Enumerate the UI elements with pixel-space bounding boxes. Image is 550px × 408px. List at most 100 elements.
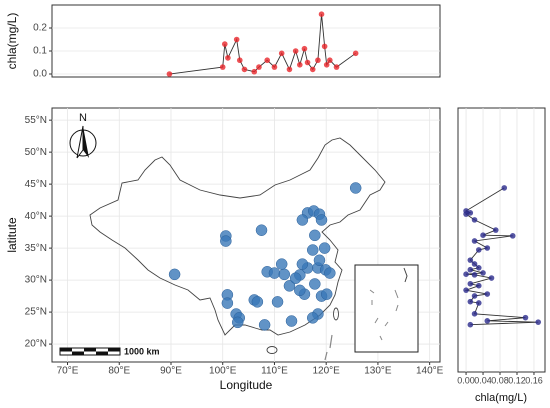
point: [296, 258, 309, 270]
point: [484, 245, 491, 251]
x-tick-label: 120°E: [313, 366, 341, 377]
top-panel: [51, 4, 441, 78]
point: [278, 268, 291, 281]
point: [285, 315, 298, 327]
point: [286, 66, 293, 73]
point: [309, 66, 316, 73]
point: [475, 265, 482, 271]
point: [275, 258, 288, 270]
point: [333, 64, 340, 70]
point: [467, 280, 474, 287]
point: [220, 235, 232, 247]
point: [256, 64, 262, 70]
point: [304, 59, 311, 66]
point: [484, 291, 491, 297]
north-needle-light: [76, 125, 84, 159]
scale-label: 1000 km: [124, 346, 160, 356]
inset-box: [354, 264, 419, 353]
north-label: N: [79, 112, 87, 124]
point: [271, 64, 278, 70]
point: [467, 298, 474, 305]
point: [309, 229, 321, 242]
y-tick-label: 0.0: [33, 69, 47, 80]
point: [313, 254, 326, 267]
point: [264, 57, 271, 64]
y-axis-title: latitute: [5, 217, 19, 253]
point: [219, 64, 226, 70]
x-tick-label: 0.16: [525, 375, 543, 385]
inset-coast: [403, 267, 408, 283]
point: [463, 271, 469, 277]
point: [492, 227, 499, 233]
point: [475, 300, 482, 306]
map-layer: N 1000 km: [59, 112, 419, 361]
x-axis-title: chla(mg/L): [475, 392, 527, 404]
point: [315, 57, 321, 64]
point: [241, 66, 248, 73]
point: [296, 214, 309, 226]
point: [467, 266, 474, 273]
point: [349, 182, 362, 194]
scale-seg: [96, 351, 108, 355]
point: [306, 312, 319, 324]
y-tick-label: 55°N: [25, 115, 47, 126]
point: [168, 268, 181, 281]
point: [233, 36, 240, 43]
north-needle: [83, 126, 89, 158]
scale-seg: [72, 351, 84, 355]
x-tick-label: 0.08: [491, 375, 509, 385]
point: [221, 41, 228, 47]
point: [166, 71, 173, 77]
scale-seg: [108, 348, 120, 352]
marks-layer: [166, 11, 542, 331]
point: [535, 319, 542, 325]
point: [236, 57, 243, 64]
point: [323, 62, 330, 68]
point: [251, 296, 264, 308]
point: [471, 311, 478, 317]
right-panel: [457, 107, 546, 373]
china-outline: [89, 137, 386, 336]
x-tick-label: 80°E: [108, 366, 130, 377]
point: [271, 296, 284, 308]
point: [522, 314, 529, 321]
y-tick-label: 30°N: [25, 275, 47, 286]
hainan: [266, 346, 278, 354]
y-axis-title: chla(mg/L): [5, 13, 19, 70]
x-tick-label: 0.00: [457, 375, 475, 385]
north-arrow: N: [69, 112, 97, 159]
inset-islands: [369, 289, 399, 341]
point: [306, 244, 319, 256]
x-tick-label: 70°E: [57, 366, 79, 377]
scale-bar: 1000 km: [59, 346, 160, 356]
y-tick-label: 50°N: [25, 147, 47, 158]
point: [225, 55, 231, 61]
point: [509, 233, 516, 239]
x-tick-label: 90°E: [160, 366, 182, 377]
y-tick-label: 20°N: [25, 339, 47, 350]
y-tick-label: 0.1: [33, 46, 47, 57]
point: [297, 62, 303, 68]
point: [467, 321, 474, 328]
point: [480, 232, 486, 239]
y-tick-label: 35°N: [25, 243, 47, 254]
point: [463, 208, 469, 214]
x-tick-label: 100°E: [209, 366, 237, 377]
point: [471, 293, 478, 299]
point: [289, 272, 302, 284]
point: [484, 318, 491, 324]
grid-layer: [49, 27, 535, 375]
point: [467, 257, 474, 263]
point: [309, 278, 321, 290]
point: [471, 217, 478, 223]
point: [258, 319, 271, 331]
point: [321, 43, 328, 50]
point: [231, 316, 244, 329]
point: [488, 275, 495, 281]
y-tick-label: 40°N: [25, 211, 47, 222]
point: [278, 50, 285, 57]
point: [475, 282, 482, 289]
point: [501, 185, 508, 191]
